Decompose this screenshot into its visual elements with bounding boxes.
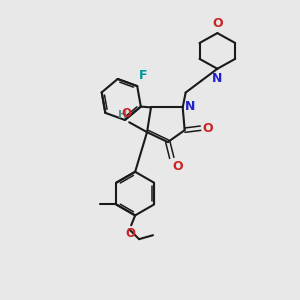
Text: O: O — [212, 17, 223, 30]
Text: F: F — [139, 69, 148, 82]
Text: O: O — [173, 160, 183, 173]
Text: O: O — [121, 107, 131, 120]
Text: N: N — [185, 100, 195, 113]
Text: N: N — [212, 72, 223, 85]
Text: O: O — [125, 227, 135, 240]
Text: H: H — [118, 110, 127, 120]
Text: O: O — [202, 122, 213, 135]
